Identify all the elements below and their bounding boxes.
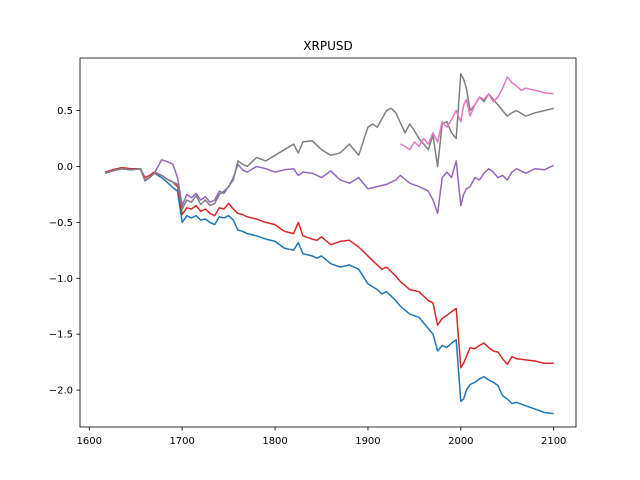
plot-area-frame xyxy=(79,57,577,428)
y-tick-label: 0.5 xyxy=(57,106,73,117)
chart-title: XRPUSD xyxy=(303,39,352,53)
series-layer xyxy=(104,72,555,415)
tick-layer: 1600 1700 1800 1900 2000 2100 0.5 0.0 −0.5 −1.0 −1… xyxy=(49,106,567,447)
y-tick-label: −1.5 xyxy=(49,330,73,341)
x-tick-label: 1800 xyxy=(262,436,287,447)
y-tick-label: −1.0 xyxy=(49,274,73,285)
y-tick-label: 0.0 xyxy=(57,162,73,173)
series-line-1 xyxy=(104,167,554,415)
x-tick-label: 2000 xyxy=(448,436,473,447)
y-tick-label: −2.0 xyxy=(49,386,73,397)
x-tick-label: 1600 xyxy=(77,436,102,447)
y-tick-label: −0.5 xyxy=(49,218,73,229)
series-line-5 xyxy=(400,76,554,151)
x-tick-label: 2100 xyxy=(541,436,566,447)
series-line-2 xyxy=(104,166,554,369)
x-tick-label: 1900 xyxy=(355,436,380,447)
x-tick-label: 1700 xyxy=(169,436,194,447)
